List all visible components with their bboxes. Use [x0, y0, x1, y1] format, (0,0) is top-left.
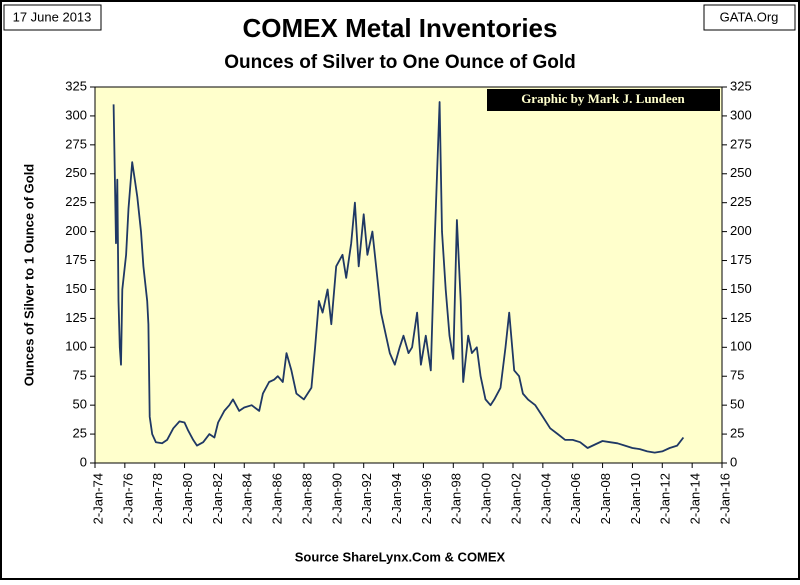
- x-tick-label: 2-Jan-14: [688, 473, 703, 524]
- y2-tick-label: 200: [730, 223, 752, 238]
- y-tick-label: 225: [65, 194, 87, 209]
- chart-subtitle: Ounces of Silver to One Ounce of Gold: [224, 52, 576, 73]
- y-tick-label: 50: [73, 397, 87, 412]
- x-tick-label: 2-Jan-16: [717, 473, 732, 524]
- x-tick-label: 2-Jan-88: [299, 473, 314, 524]
- x-tick-label: 2-Jan-90: [329, 473, 344, 524]
- y2-tick-label: 50: [730, 397, 744, 412]
- x-tick-label: 2-Jan-10: [628, 473, 643, 524]
- y-tick-label: 250: [65, 165, 87, 180]
- y2-tick-label: 275: [730, 136, 752, 151]
- x-tick-label: 2-Jan-82: [210, 473, 225, 524]
- y-tick-label: 275: [65, 136, 87, 151]
- credit-box: [487, 89, 720, 111]
- source-note: Source ShareLynx.Com & COMEX: [295, 549, 506, 564]
- x-tick-label: 2-Jan-08: [598, 473, 613, 524]
- x-tick-label: 2-Jan-74: [90, 473, 105, 524]
- y2-tick-label: 250: [730, 165, 752, 180]
- site-label: GATA.Org: [720, 9, 779, 24]
- y-tick-label: 0: [80, 454, 87, 469]
- y-tick-label: 300: [65, 107, 87, 122]
- y-tick-label: 325: [65, 78, 87, 93]
- y-tick-label: 125: [65, 310, 87, 325]
- y2-tick-label: 125: [730, 310, 752, 325]
- x-tick-label: 2-Jan-86: [270, 473, 285, 524]
- y2-tick-label: 225: [730, 194, 752, 209]
- y-tick-label: 75: [73, 368, 87, 383]
- y-tick-label: 100: [65, 339, 87, 354]
- x-tick-label: 2-Jan-06: [568, 473, 583, 524]
- x-tick-label: 2-Jan-94: [389, 473, 404, 524]
- x-tick-label: 2-Jan-02: [508, 473, 523, 524]
- y2-tick-label: 25: [730, 426, 744, 441]
- y-tick-label: 25: [73, 426, 87, 441]
- y-axis-title: Ounces of Silver to 1 Ounce of Gold: [21, 164, 36, 387]
- x-tick-label: 2-Jan-04: [538, 473, 553, 524]
- x-tick-label: 2-Jan-84: [240, 473, 255, 524]
- chart-title: COMEX Metal Inventories: [243, 13, 558, 43]
- y2-tick-label: 75: [730, 368, 744, 383]
- site-box: [703, 4, 796, 31]
- credit-label: Graphic by Mark J. Lundeen: [521, 91, 685, 106]
- y2-tick-label: 100: [730, 339, 752, 354]
- date-label: 17 June 2013: [13, 9, 92, 24]
- x-tick-label: 2-Jan-76: [120, 473, 135, 524]
- y-tick-label: 200: [65, 223, 87, 238]
- x-tick-label: 2-Jan-92: [359, 473, 374, 524]
- x-tick-label: 2-Jan-00: [479, 473, 494, 524]
- y2-tick-label: 325: [730, 78, 752, 93]
- y-tick-label: 175: [65, 252, 87, 267]
- y2-tick-label: 0: [730, 454, 737, 469]
- y2-tick-label: 300: [730, 107, 752, 122]
- date-box: [3, 4, 102, 31]
- x-tick-label: 2-Jan-96: [419, 473, 434, 524]
- x-tick-label: 2-Jan-12: [658, 473, 673, 524]
- x-tick-label: 2-Jan-98: [449, 473, 464, 524]
- y2-tick-label: 175: [730, 252, 752, 267]
- y2-tick-label: 150: [730, 281, 752, 296]
- y-tick-label: 150: [65, 281, 87, 296]
- plot-area: [94, 86, 723, 464]
- x-tick-label: 2-Jan-78: [150, 473, 165, 524]
- series-line: [112, 101, 685, 454]
- x-tick-label: 2-Jan-80: [180, 473, 195, 524]
